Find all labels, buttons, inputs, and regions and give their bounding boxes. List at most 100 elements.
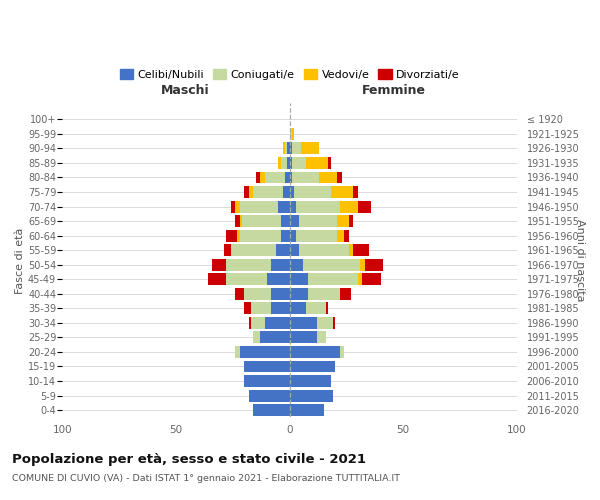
Bar <box>290 186 294 198</box>
Text: COMUNE DI CUVIO (VA) - Dati ISTAT 1° gennaio 2021 - Elaborazione TUTTITALIA.IT: COMUNE DI CUVIO (VA) - Dati ISTAT 1° gen… <box>12 474 400 483</box>
Bar <box>230 244 276 256</box>
Bar <box>290 317 317 329</box>
Bar <box>290 346 340 358</box>
Bar <box>244 288 271 300</box>
Bar <box>249 390 290 402</box>
Bar <box>230 200 235 212</box>
Bar <box>271 259 290 270</box>
Bar <box>292 172 319 183</box>
Y-axis label: Fasce di età: Fasce di età <box>15 227 25 294</box>
Bar <box>251 317 265 329</box>
Legend: Celibi/Nubili, Coniugati/e, Vedovi/e, Divorziati/e: Celibi/Nubili, Coniugati/e, Vedovi/e, Di… <box>115 65 464 84</box>
Bar <box>287 157 290 169</box>
Bar <box>235 215 239 227</box>
Bar <box>340 200 358 212</box>
Bar <box>290 230 296 241</box>
Bar <box>251 302 271 314</box>
Bar <box>290 200 296 212</box>
Bar <box>281 157 287 169</box>
Bar <box>290 157 292 169</box>
Bar <box>287 142 290 154</box>
Bar <box>296 200 340 212</box>
Bar <box>303 259 360 270</box>
Bar <box>305 157 328 169</box>
Bar <box>285 172 290 183</box>
Bar <box>290 244 299 256</box>
Bar <box>290 360 335 372</box>
Bar <box>244 375 290 387</box>
Bar <box>290 274 308 285</box>
Bar <box>285 142 287 154</box>
Bar <box>271 288 290 300</box>
Bar <box>344 230 349 241</box>
Bar <box>290 375 331 387</box>
Bar <box>276 244 290 256</box>
Bar <box>283 186 290 198</box>
Bar <box>365 259 383 270</box>
Bar <box>278 200 290 212</box>
Bar <box>353 244 369 256</box>
Bar <box>360 259 365 270</box>
Bar <box>226 230 238 241</box>
Bar <box>224 244 230 256</box>
Bar <box>265 172 285 183</box>
Bar <box>242 215 281 227</box>
Bar <box>239 200 278 212</box>
Bar <box>235 346 239 358</box>
Bar <box>281 215 290 227</box>
Bar <box>290 404 324 416</box>
Bar <box>235 288 244 300</box>
Bar <box>340 346 344 358</box>
Text: Popolazione per età, sesso e stato civile - 2021: Popolazione per età, sesso e stato civil… <box>12 452 366 466</box>
Bar <box>301 142 319 154</box>
Bar <box>290 332 317 344</box>
Bar <box>239 215 242 227</box>
Bar <box>253 186 283 198</box>
Bar <box>244 302 251 314</box>
Bar <box>244 186 249 198</box>
Bar <box>271 302 290 314</box>
Bar <box>305 302 326 314</box>
Bar <box>265 317 290 329</box>
Bar <box>290 215 299 227</box>
Bar <box>317 332 326 344</box>
Bar <box>340 288 351 300</box>
Bar <box>253 332 260 344</box>
Bar <box>253 404 290 416</box>
Bar <box>290 259 303 270</box>
Bar <box>326 302 328 314</box>
Bar <box>260 332 290 344</box>
Bar <box>292 128 294 140</box>
Bar <box>358 274 362 285</box>
Bar <box>349 215 353 227</box>
Bar <box>296 230 337 241</box>
Bar <box>308 274 358 285</box>
Bar <box>308 288 340 300</box>
Bar <box>317 317 333 329</box>
Bar <box>212 259 226 270</box>
Bar <box>239 230 281 241</box>
Text: Maschi: Maschi <box>161 84 209 97</box>
Bar <box>208 274 226 285</box>
Bar <box>290 172 292 183</box>
Bar <box>256 172 260 183</box>
Bar <box>290 302 305 314</box>
Bar <box>358 200 371 212</box>
Bar <box>281 230 290 241</box>
Bar <box>337 172 342 183</box>
Bar <box>292 142 301 154</box>
Bar <box>328 157 331 169</box>
Bar <box>331 186 353 198</box>
Bar <box>260 172 265 183</box>
Bar <box>235 200 239 212</box>
Bar <box>278 157 281 169</box>
Bar <box>244 360 290 372</box>
Bar <box>249 317 251 329</box>
Bar <box>333 317 335 329</box>
Bar <box>249 186 253 198</box>
Bar <box>283 142 285 154</box>
Bar <box>353 186 358 198</box>
Bar <box>299 244 349 256</box>
Bar <box>362 274 380 285</box>
Bar <box>319 172 337 183</box>
